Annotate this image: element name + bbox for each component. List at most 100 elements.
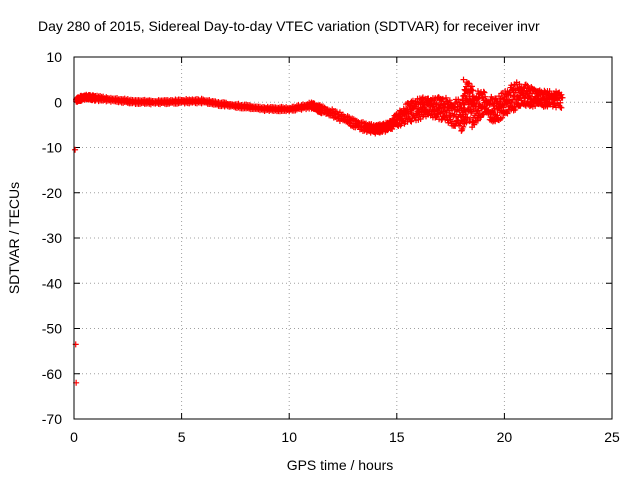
data-point xyxy=(357,124,364,131)
data-point xyxy=(460,76,467,83)
y-tick-label: -70 xyxy=(42,411,62,427)
data-point xyxy=(77,93,84,100)
data-point xyxy=(469,124,476,131)
data-point xyxy=(445,119,452,126)
data-point xyxy=(490,117,497,124)
data-point xyxy=(443,108,450,115)
data-point xyxy=(468,83,475,90)
data-point xyxy=(512,89,519,96)
data-point xyxy=(146,97,153,104)
data-point xyxy=(454,117,461,124)
data-point xyxy=(103,95,110,102)
data-point xyxy=(264,106,271,113)
data-point xyxy=(372,128,379,135)
data-point xyxy=(510,85,517,92)
plot-frame xyxy=(73,56,613,420)
y-tick-label: 0 xyxy=(54,94,62,110)
data-point xyxy=(445,103,452,110)
data-point xyxy=(535,87,542,94)
data-point xyxy=(481,89,488,96)
data-point xyxy=(380,126,387,133)
data-point xyxy=(469,87,476,94)
data-point xyxy=(200,96,207,103)
data-point xyxy=(475,95,482,102)
data-point xyxy=(286,107,293,114)
data-point xyxy=(494,112,501,119)
data-point xyxy=(157,99,164,106)
grid xyxy=(74,57,612,419)
data-point xyxy=(480,88,487,95)
data-point xyxy=(507,92,514,99)
data-point xyxy=(296,106,303,113)
data-point xyxy=(96,94,103,101)
data-point xyxy=(442,94,449,101)
data-point xyxy=(90,94,97,101)
data-point xyxy=(462,87,469,94)
data-point xyxy=(314,103,321,110)
data-point xyxy=(473,99,480,106)
data-point xyxy=(464,114,471,121)
chart-title: Day 280 of 2015, Sidereal Day-to-day VTE… xyxy=(38,18,540,34)
y-axis-label: SDTVAR / TECUs xyxy=(6,182,22,294)
x-tick-label: 5 xyxy=(178,429,186,445)
data-point xyxy=(558,91,565,98)
data-point xyxy=(243,103,250,110)
data-point xyxy=(436,96,443,103)
data-point xyxy=(124,99,131,106)
data-point xyxy=(221,101,228,108)
y-tick-label: -50 xyxy=(42,321,62,337)
data-point xyxy=(275,107,282,114)
data-point xyxy=(389,121,396,128)
x-axis-label: GPS time / hours xyxy=(287,457,394,473)
data-point xyxy=(335,115,342,122)
data-point xyxy=(253,104,260,111)
data-point xyxy=(557,99,564,106)
data-point xyxy=(324,110,331,117)
y-tick-label: -60 xyxy=(42,366,62,382)
data-point xyxy=(365,126,372,133)
data-point xyxy=(460,123,467,130)
data-point xyxy=(336,109,343,116)
data-point xyxy=(503,96,510,103)
data-point xyxy=(167,98,174,105)
data-point xyxy=(504,110,511,117)
data-point xyxy=(408,118,415,125)
x-tick-label: 0 xyxy=(70,429,78,445)
x-tick-label: 15 xyxy=(389,429,405,445)
data-point xyxy=(532,103,539,110)
data-point xyxy=(178,97,185,104)
data-point xyxy=(432,100,439,107)
data-point xyxy=(559,94,566,101)
x-tick-label: 20 xyxy=(497,429,513,445)
data-point xyxy=(464,99,471,106)
y-tick-label: -40 xyxy=(42,275,62,291)
data-point xyxy=(307,101,314,108)
y-tick-label: -20 xyxy=(42,185,62,201)
data-point xyxy=(558,104,565,111)
data-point xyxy=(419,99,426,106)
data-point xyxy=(529,85,536,92)
data-point xyxy=(135,99,142,106)
data-point xyxy=(468,108,475,115)
data-band xyxy=(73,79,565,137)
data-series xyxy=(72,76,566,386)
data-point xyxy=(553,92,560,99)
data-point xyxy=(72,146,79,153)
data-point xyxy=(346,119,353,126)
x-tick-label: 10 xyxy=(281,429,297,445)
data-point xyxy=(395,115,402,122)
data-point xyxy=(484,99,491,106)
data-point xyxy=(232,102,239,109)
data-point xyxy=(522,90,529,97)
data-point xyxy=(86,92,93,99)
data-point xyxy=(402,108,409,115)
data-point xyxy=(512,106,519,113)
data-point xyxy=(474,117,481,124)
data-point xyxy=(499,114,506,121)
data-point xyxy=(189,97,196,104)
data-point xyxy=(516,81,523,88)
data-point xyxy=(114,96,121,103)
data-point xyxy=(482,93,489,100)
